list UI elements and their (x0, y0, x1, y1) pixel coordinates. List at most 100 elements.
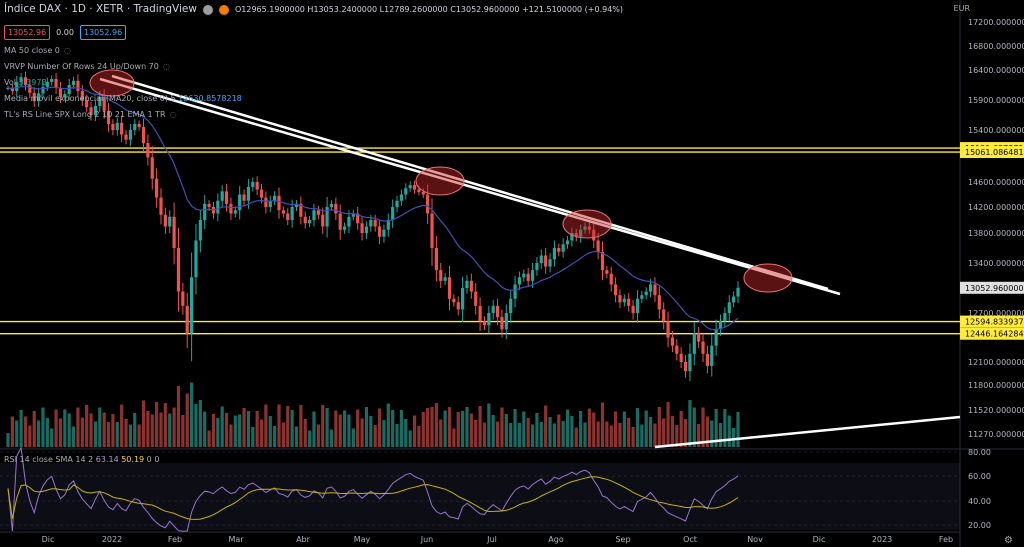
candle-body (570, 233, 574, 241)
volume-bar (692, 407, 696, 447)
rsi-aux-value-2: 0 (154, 455, 160, 464)
candle-body (273, 195, 277, 201)
volume-bar (565, 409, 570, 447)
volume-bar (670, 416, 675, 447)
candle-body (395, 200, 399, 207)
volume-bar (89, 413, 93, 447)
volume-bar (600, 402, 605, 447)
indicator-ema[interactable]: Media móvil exponencial (MA20, close 0) … (4, 93, 242, 104)
candle-body (697, 333, 701, 342)
indicator-label: Vol (4, 78, 16, 87)
delay-badge-icon[interactable] (218, 4, 229, 15)
candle-body (141, 127, 146, 143)
spread-value: 0.00 (56, 28, 74, 37)
volume-bar (159, 412, 163, 447)
candle-body (509, 298, 513, 313)
candle-body (303, 216, 307, 224)
time-tick-label: Dic (813, 535, 826, 544)
candle-body (399, 194, 404, 201)
volume-bar (583, 422, 587, 447)
eye-off-icon[interactable]: ◌ (169, 110, 177, 119)
volume-bar (32, 411, 36, 447)
indicator-ma50[interactable]: MA 50 close 0 ◌ (4, 45, 71, 56)
candle-body (216, 200, 220, 214)
candle-body (526, 273, 530, 281)
candle-body (168, 216, 172, 227)
indicator-dot-icon[interactable] (202, 4, 213, 15)
candle-body (85, 100, 89, 108)
rsi-legend[interactable]: RSI 14 close SMA 14 2 63.14 50.19 0 0 (4, 454, 159, 465)
price-tick-label: 13800.000000 (968, 229, 1024, 238)
currency-label[interactable]: EUR (953, 4, 970, 13)
candle-body (163, 214, 167, 227)
volume-bar (736, 411, 740, 447)
volume-bar (491, 415, 495, 447)
candle-body (137, 124, 141, 127)
support-trendline (654, 415, 961, 449)
volume-bar (631, 427, 635, 447)
volume-bar (513, 409, 517, 447)
candle-body (552, 248, 557, 260)
sell-price-box[interactable]: 13052.96 (4, 25, 51, 40)
candle-body (614, 284, 618, 296)
candle-body (434, 248, 438, 271)
volume-bar (189, 382, 194, 447)
buy-price-box[interactable]: 13052.96 (79, 25, 127, 40)
candle-body (456, 302, 460, 310)
volume-bar (264, 404, 268, 447)
candle-body (277, 195, 281, 211)
eye-off-icon[interactable]: ◌ (162, 62, 170, 71)
volume-bar (115, 422, 119, 447)
resistance-trendline (99, 77, 841, 296)
candle-body (592, 229, 596, 241)
eye-off-icon[interactable]: ◌ (63, 46, 71, 55)
candle-body (229, 203, 233, 214)
candle-body (111, 124, 115, 130)
volume-bar (67, 413, 71, 447)
volume-bar (128, 424, 132, 447)
candle-body (189, 277, 194, 334)
candle-body (89, 107, 93, 115)
candle-body (316, 210, 320, 215)
volume-bar (408, 430, 412, 447)
volume-bar (710, 420, 714, 447)
volume-bar (382, 420, 386, 447)
candle-body (412, 185, 417, 190)
volume-bar (111, 414, 115, 447)
level-label: 15061.0864817 (965, 148, 1024, 157)
time-tick-label: Abr (296, 535, 311, 544)
indicator-vrvp[interactable]: VRVP Number Of Rows 24 Up/Down 70 ◌ (4, 61, 170, 72)
candle-body (596, 240, 600, 252)
indicator-rs-line[interactable]: TL's RS Line SPX Long 2 10 21 EMA 1 TR ◌ (4, 109, 177, 120)
price-tick-label: 11800.000000 (968, 381, 1024, 390)
candle-body (159, 197, 163, 215)
volume-bar (373, 425, 377, 447)
time-tick-label: Feb (939, 535, 953, 544)
indicator-vol[interactable]: Vol 3.397B (4, 77, 47, 88)
volume-bar (268, 416, 272, 447)
candle-body (679, 353, 683, 362)
candle-body (76, 80, 80, 91)
level-label-bg (960, 327, 1024, 340)
volume-bar (461, 411, 465, 447)
candle-body (714, 329, 718, 346)
volume-bar (609, 425, 613, 447)
candle-body (666, 321, 670, 338)
chart-header: Índice DAX · 1D · XETR · TradingView O12… (4, 4, 623, 15)
candle-body (351, 213, 355, 217)
symbol-title[interactable]: Índice DAX · 1D · XETR · TradingView (4, 3, 197, 15)
candle-body (391, 207, 395, 220)
volume-bar (351, 428, 355, 447)
time-tick-label: Mar (228, 535, 244, 544)
volume-bar (207, 430, 211, 447)
volume-bar (657, 407, 661, 447)
candle-body (705, 353, 710, 366)
volume-bar (63, 409, 67, 447)
volume-bar (640, 424, 644, 447)
candle-body (67, 85, 71, 94)
candle-body (347, 216, 351, 227)
volume-bar (705, 416, 710, 447)
candle-body (421, 192, 425, 195)
indicator-value: 12630.8578218 (178, 94, 242, 103)
